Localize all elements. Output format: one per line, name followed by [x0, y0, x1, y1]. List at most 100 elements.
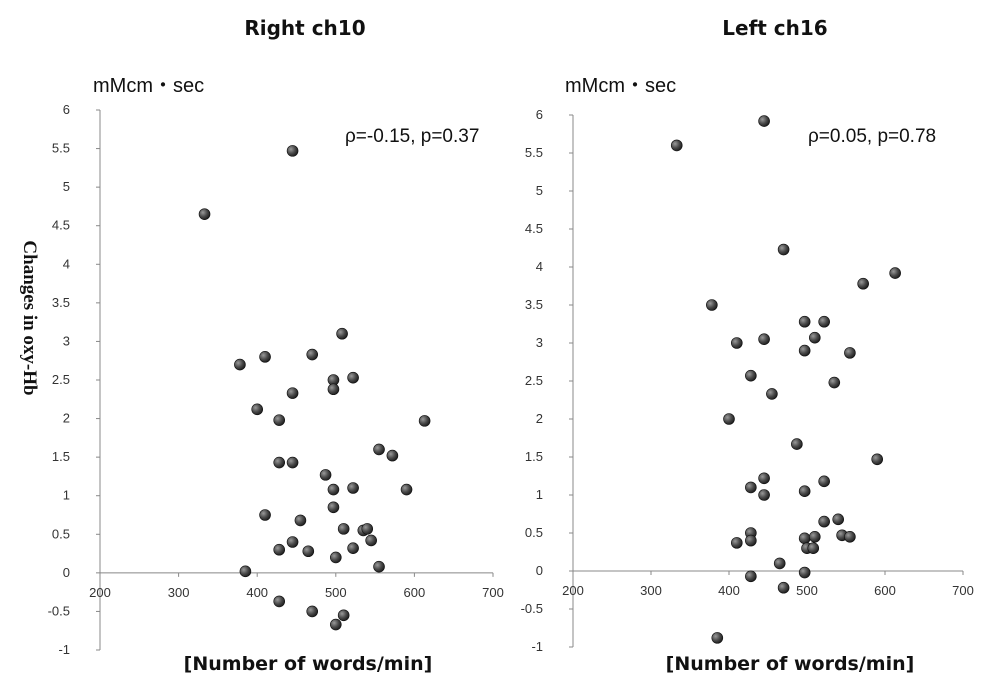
x-tick-label: 200 — [89, 585, 111, 600]
x-tick-label: 500 — [325, 585, 347, 600]
scatter-point — [730, 337, 743, 349]
scatter-point — [386, 449, 399, 462]
y-tick-label: 6 — [536, 107, 543, 122]
scatter-point — [251, 403, 264, 416]
scatter-point — [365, 534, 377, 547]
chart-panel-2: Left ch16 mMcm・sec ρ=0.05, p=0.78 -1 -0.5 0 0.… — [521, 16, 974, 675]
y-tick-label: -1 — [531, 639, 543, 654]
scatter-point — [818, 315, 830, 328]
scatter-point — [273, 414, 286, 426]
scatter-point — [273, 595, 286, 608]
scatter-point — [337, 609, 350, 622]
y-tick-label: -0.5 — [521, 601, 543, 616]
scatter-point — [259, 509, 271, 521]
scatter-point — [670, 139, 683, 152]
scatter-point — [798, 566, 811, 579]
y-tick-label: -1 — [58, 642, 70, 657]
x-tick-label: 300 — [168, 585, 190, 600]
y-tick-label: 6 — [63, 102, 70, 117]
scatter-point — [798, 532, 811, 545]
y-tick-label: 5 — [63, 179, 70, 194]
scatter-point — [857, 277, 869, 290]
scatter-point — [327, 501, 340, 514]
scatter-point — [198, 208, 211, 220]
scatter-point — [758, 115, 770, 127]
x-tick-label: 300 — [640, 583, 662, 598]
y-tick-label: 5.5 — [525, 145, 543, 160]
chart-panel-1: Right ch10 mMcm・sec ρ=-0.15, p=0.37 -1 -0.5 0… — [48, 16, 504, 675]
y-tick-label: 3 — [536, 335, 543, 350]
x-axis-label: [Number of words/min] — [666, 653, 915, 675]
scatter-point — [730, 537, 743, 549]
y-tick-label: 4.5 — [52, 218, 70, 233]
y-tick-label: 3.5 — [525, 297, 543, 312]
x-tick-label: 600 — [404, 585, 426, 600]
scatter-point — [889, 267, 901, 279]
scatter-point — [745, 369, 757, 382]
scatter-point — [286, 387, 299, 399]
scatter-point — [798, 315, 811, 328]
y-tick-label: 2 — [63, 411, 70, 426]
y-tick-label: 1.5 — [52, 449, 70, 464]
y-tick-label: 5 — [536, 183, 543, 198]
y-tick-label: 0.5 — [525, 525, 543, 540]
x-tick-label: 600 — [874, 583, 896, 598]
scatter-point — [807, 542, 820, 555]
scatter-point — [832, 513, 845, 526]
y-tick-label: 1.5 — [525, 449, 543, 464]
scatter-point — [777, 243, 790, 256]
chart-title: Right ch10 — [244, 16, 365, 40]
scatter-point — [758, 333, 770, 346]
x-tick-label: 500 — [796, 583, 818, 598]
scatter-point — [306, 605, 319, 618]
scatter-point — [844, 530, 856, 543]
y-tick-label: 1 — [63, 488, 70, 503]
scatter-point — [745, 481, 757, 494]
y-tick-label: 0 — [63, 565, 70, 580]
scatter-point — [336, 327, 348, 340]
scatter-point — [777, 581, 790, 594]
scatter-point — [329, 551, 342, 564]
scatter-point — [773, 557, 786, 570]
scatter-point — [758, 489, 770, 501]
correlation-annotation: ρ=-0.15, p=0.37 — [345, 126, 479, 147]
x-tick-label: 700 — [952, 583, 974, 598]
scatter-point — [828, 376, 841, 389]
chart-title: Left ch16 — [722, 16, 827, 40]
scatter-point — [259, 351, 271, 363]
scatter-point — [286, 536, 299, 548]
scatter-point — [818, 515, 830, 528]
y-tick-label: 0.5 — [52, 526, 70, 541]
scatter-point — [347, 482, 359, 494]
y-tick-label: 0 — [536, 563, 543, 578]
y-tick-label: 2.5 — [52, 372, 70, 387]
scatter-point — [798, 344, 811, 357]
y-tick-label: 5.5 — [52, 141, 70, 156]
scatter-point — [239, 565, 252, 578]
x-tick-label: 200 — [562, 583, 584, 598]
scatter-point — [373, 560, 385, 573]
scatter-point — [791, 438, 803, 450]
x-axis-label: [Number of words/min] — [184, 653, 433, 675]
scatter-point — [745, 534, 757, 547]
y-tick-label: 4 — [63, 256, 70, 271]
scatter-point — [758, 472, 770, 485]
scatter-point — [319, 469, 332, 481]
scatter-point — [234, 358, 246, 371]
scatter-point — [347, 542, 359, 554]
y-tick-label: 1 — [536, 487, 543, 502]
y-tick-label: 2.5 — [525, 373, 543, 388]
scatter-point — [745, 570, 757, 583]
y-tick-label: -0.5 — [48, 603, 70, 618]
scatter-point — [302, 545, 315, 558]
scatter-point — [818, 475, 830, 488]
scatter-point — [808, 331, 821, 344]
scatter-point — [329, 618, 342, 631]
y-tick-label: 4.5 — [525, 221, 543, 236]
scatter-point — [808, 530, 821, 543]
x-tick-label: 400 — [246, 585, 268, 600]
scatter-point — [711, 632, 724, 644]
scatter-point — [844, 347, 856, 359]
